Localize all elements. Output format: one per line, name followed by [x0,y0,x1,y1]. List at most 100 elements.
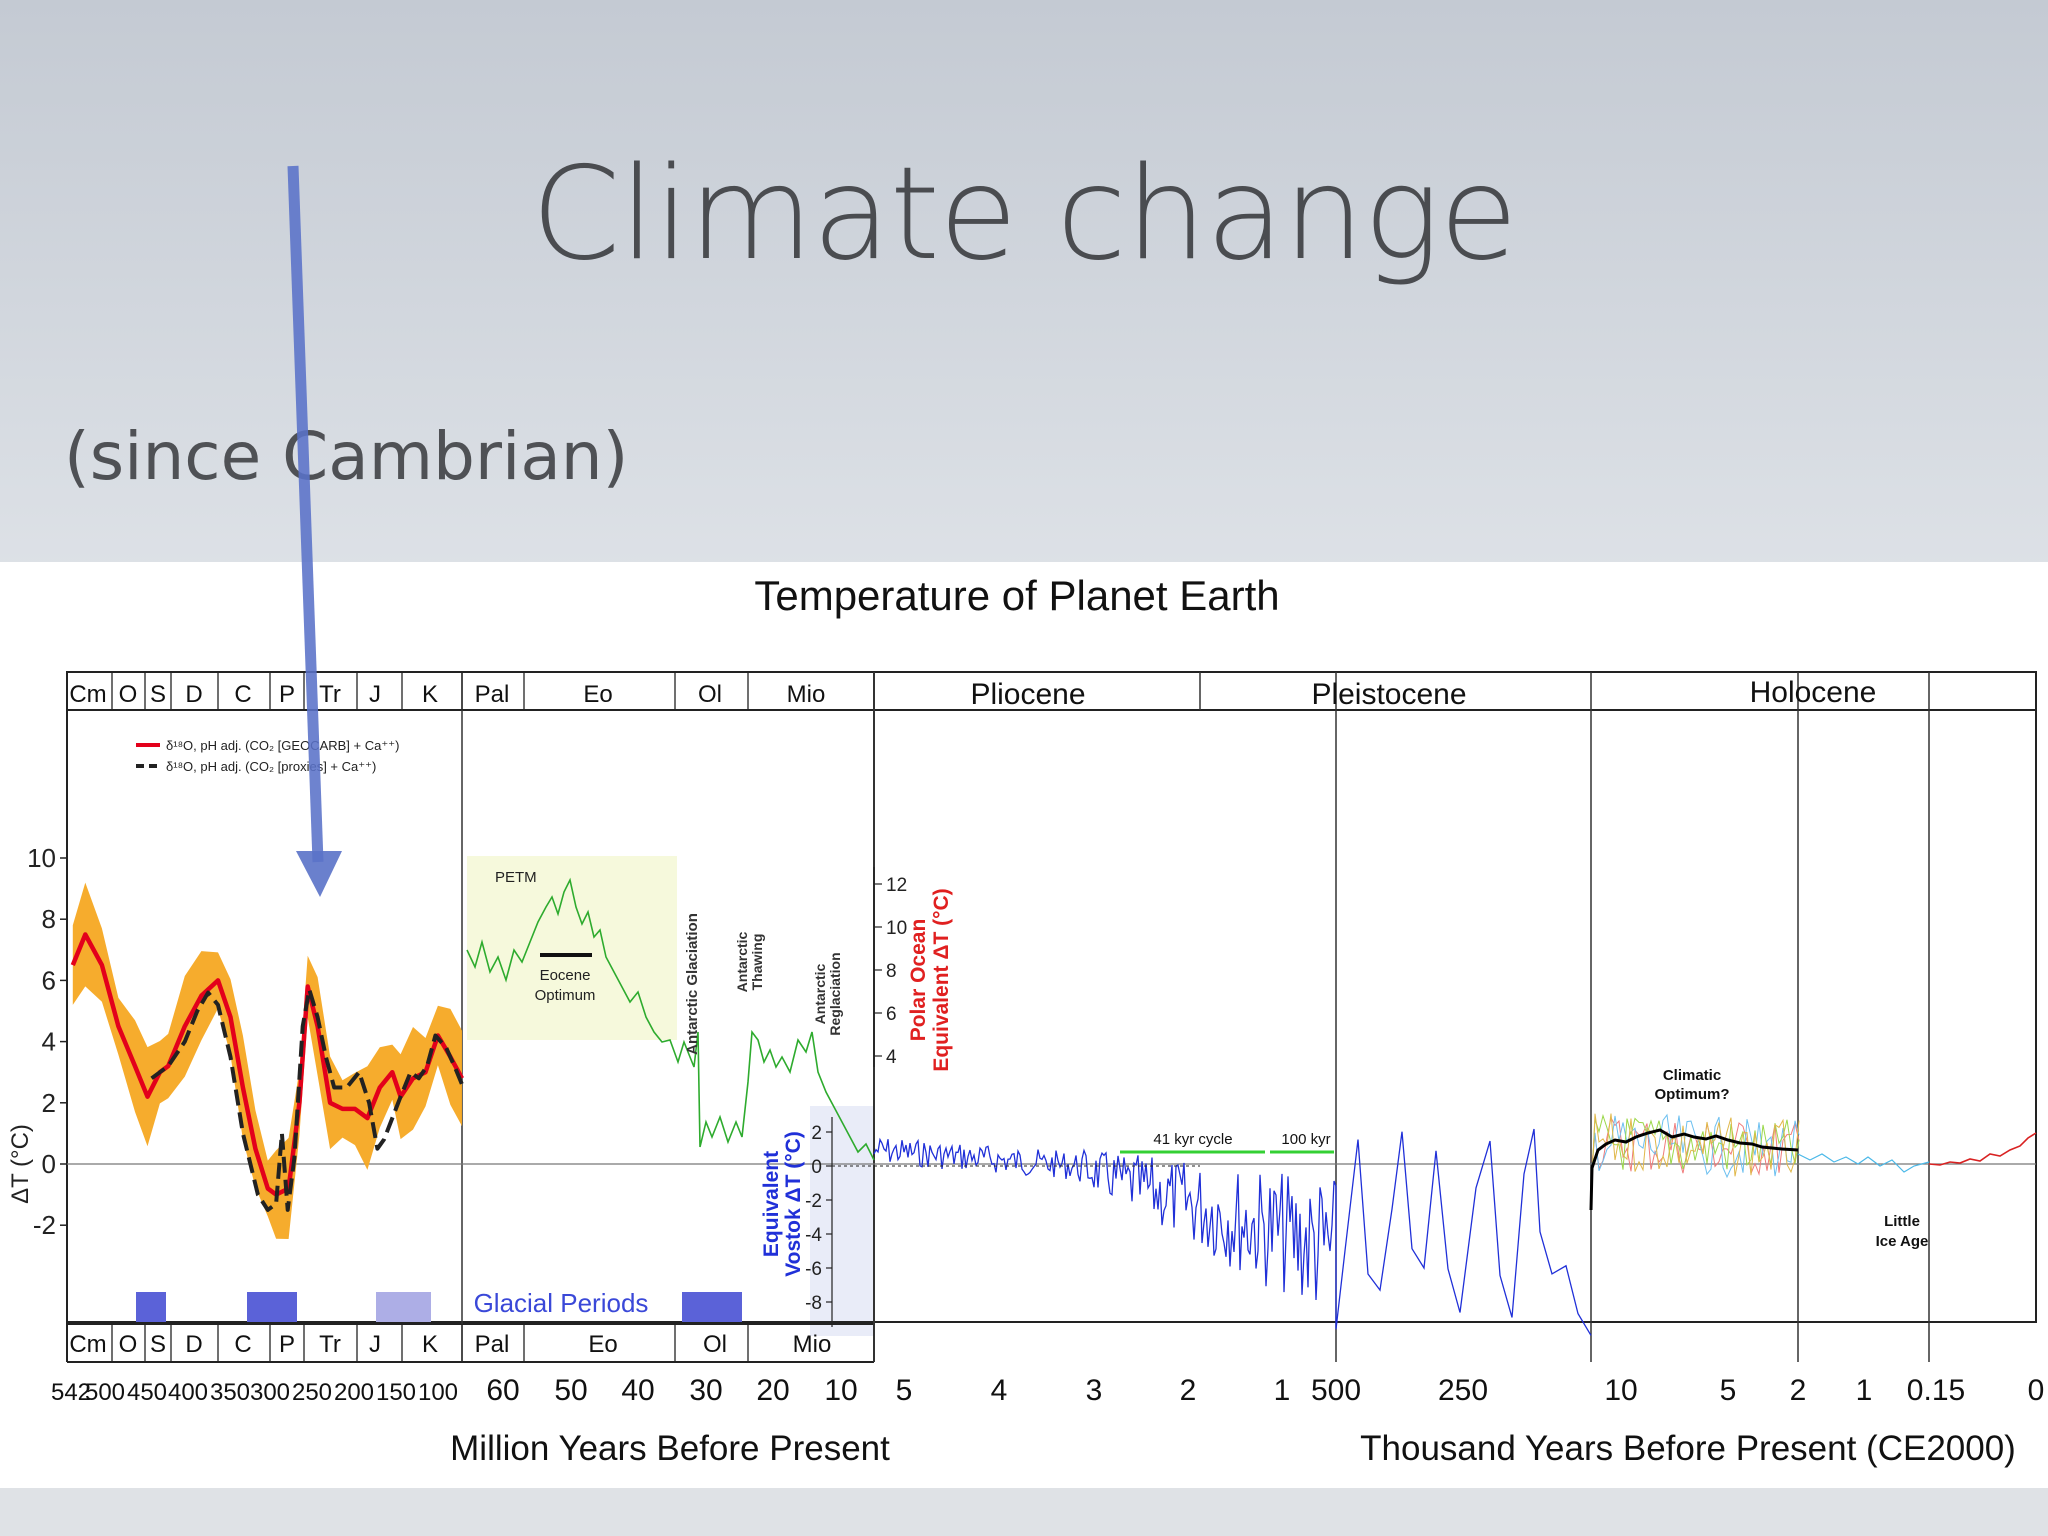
y-tick-label: 0 [42,1149,56,1179]
x-tick-label-p1: 400 [168,1379,208,1406]
vostok-tick-label: 2 [811,1123,822,1144]
period-bottom-cm: Cm [69,1331,106,1358]
period-band-top: Cm O S D C P Tr J K Pal Eo Ol Mio [69,672,825,710]
period-top-o: O [119,681,138,708]
x-tick-label-p1: 300 [250,1379,290,1406]
little-ice-age-label-2: Ice Age [1876,1233,1929,1250]
period-top-tr: Tr [319,681,341,708]
glacial-periods-label: Glacial Periods [474,1288,649,1318]
arrow-head [296,851,342,897]
antarctic-thawing-label-1: Antarctic [734,931,750,992]
period-top-k: K [422,681,438,708]
y-tick-label: 8 [42,904,56,934]
period-bottom-ol: Ol [703,1331,727,1358]
y-tick-label: 10 [27,843,56,873]
eocene-optimum-label-2: Optimum [535,987,596,1004]
period-top-eo: Eo [583,681,612,708]
x-tick-label-p6: 1 [1856,1374,1873,1407]
period-bottom-j: J [369,1331,381,1358]
x-tick-label-p4: 250 [1438,1374,1488,1407]
petm-label: PETM [495,869,537,886]
x-tick-label-p2: 40 [621,1374,654,1407]
y-tick-label: 2 [42,1088,56,1118]
little-ice-age-trace [1797,1153,1930,1173]
vostok-axis-shading [810,1106,874,1336]
vostok-axis-label-2: Vostok ΔT (°C) [782,1131,805,1277]
y-tick-label: -2 [33,1210,56,1240]
y-axis: 10 8 6 4 2 0 -2 [27,843,67,1240]
vostok-axis-label-1: Equivalent [760,1151,783,1257]
period-top-j: J [369,681,381,708]
x-axis-label-left: Million Years Before Present [450,1429,890,1468]
epoch-holocene: Holocene [1750,676,1877,709]
x-tick-label-p2: 20 [756,1374,789,1407]
x-axis-label-right: Thousand Years Before Present (CE2000) [1360,1429,2016,1468]
x-tick-label-p6: 0 [2028,1374,2045,1407]
period-top-pal: Pal [475,681,510,708]
period-bottom-o: O [119,1331,138,1358]
series-group [70,932,464,1212]
climatic-optimum-label-1: Climatic [1663,1067,1721,1084]
period-top-mio: Mio [787,681,826,708]
vostok-tick-label: 0 [811,1157,822,1178]
x-tick-label-p1: 542 [51,1379,91,1406]
period-bottom-s: S [150,1331,166,1358]
vostok-axis: 2 0 -2 -4 -6 -8 [805,1117,1200,1327]
modern-red-trace [1928,1132,2037,1166]
period-top-c: C [234,681,251,708]
x-tick-label-p2: 30 [689,1374,722,1407]
x-tick-label-p5: 10 [1604,1374,1637,1407]
x-tick-label-p2: 50 [554,1374,587,1407]
epoch-pliocene: Pliocene [970,678,1085,711]
antarctic-reglaciation-label-2: Reglaciation [827,952,843,1035]
period-bottom-eo: Eo [588,1331,617,1358]
polar-tick-label: 10 [886,918,907,939]
period-band-bottom: Cm O S D C P Tr J K Pal Eo Ol Mio [69,1324,831,1362]
vostok-tick-label: -8 [805,1293,822,1314]
polar-tick-label: 8 [886,961,897,982]
climatic-optimum-label-2: Optimum? [1655,1086,1730,1103]
x-tick-label-p4: 500 [1311,1374,1361,1407]
y-tick-label: 4 [42,1027,56,1057]
period-bottom-p: P [279,1331,295,1358]
glacial-bar-2 [247,1292,297,1322]
x-tick-label-p1: 500 [85,1379,125,1406]
polar-axis-label-2: Equivalent ΔT (°C) [930,888,953,1071]
series-line-1 [70,932,464,1197]
x-tick-label-p2: 10 [824,1374,857,1407]
period-bottom-c: C [234,1331,251,1358]
eocene-optimum-label-1: Eocene [540,967,591,984]
x-tick-label-p3: 1 [1274,1374,1291,1407]
x-tick-label-p1: 100 [418,1379,458,1406]
epoch-pleistocene: Pleistocene [1311,678,1466,711]
glacial-bar-4 [682,1292,742,1322]
slide-subtitle: (since Cambrian) [64,418,629,495]
legend-label-dashed: δ¹⁸O, pH adj. (CO₂ [proxies] + Ca⁺⁺) [166,759,376,774]
bottom-strip [0,1488,2048,1536]
vostok-blue-trace [873,1128,1592,1336]
glacial-bar-1 [136,1292,166,1322]
chart-title: Temperature of Planet Earth [754,572,1279,619]
arrow-shaft [287,165,324,863]
x-tick-label-p1: 200 [334,1379,374,1406]
antarctic-reglaciation-label-1: Antarctic [812,963,828,1024]
holocene-proxy-3 [1591,1113,1800,1175]
vostok-tick-label: -4 [805,1225,822,1246]
holocene-proxy-4 [1591,1113,1800,1181]
series-line-2 [150,987,464,1212]
polar-tick-label: 6 [886,1004,897,1025]
period-bottom-tr: Tr [319,1331,341,1358]
x-tick-label-p5: 2 [1790,1374,1807,1407]
x-tick-label-p1: 450 [127,1379,167,1406]
x-tick-label-p3: 2 [1180,1374,1197,1407]
antarctic-thawing-label-2: Thawing [749,934,765,991]
period-top-s: S [150,681,166,708]
x-tick-label-p5: 5 [1720,1374,1737,1407]
period-bottom-pal: Pal [475,1331,510,1358]
x-tick-label-p3: 5 [896,1374,913,1407]
period-bottom-mio: Mio [793,1331,832,1358]
polar-tick-label: 4 [886,1047,897,1068]
holocene-mean-trace [1589,1128,1799,1211]
y-axis-label: ΔT (°C) [7,1124,34,1204]
